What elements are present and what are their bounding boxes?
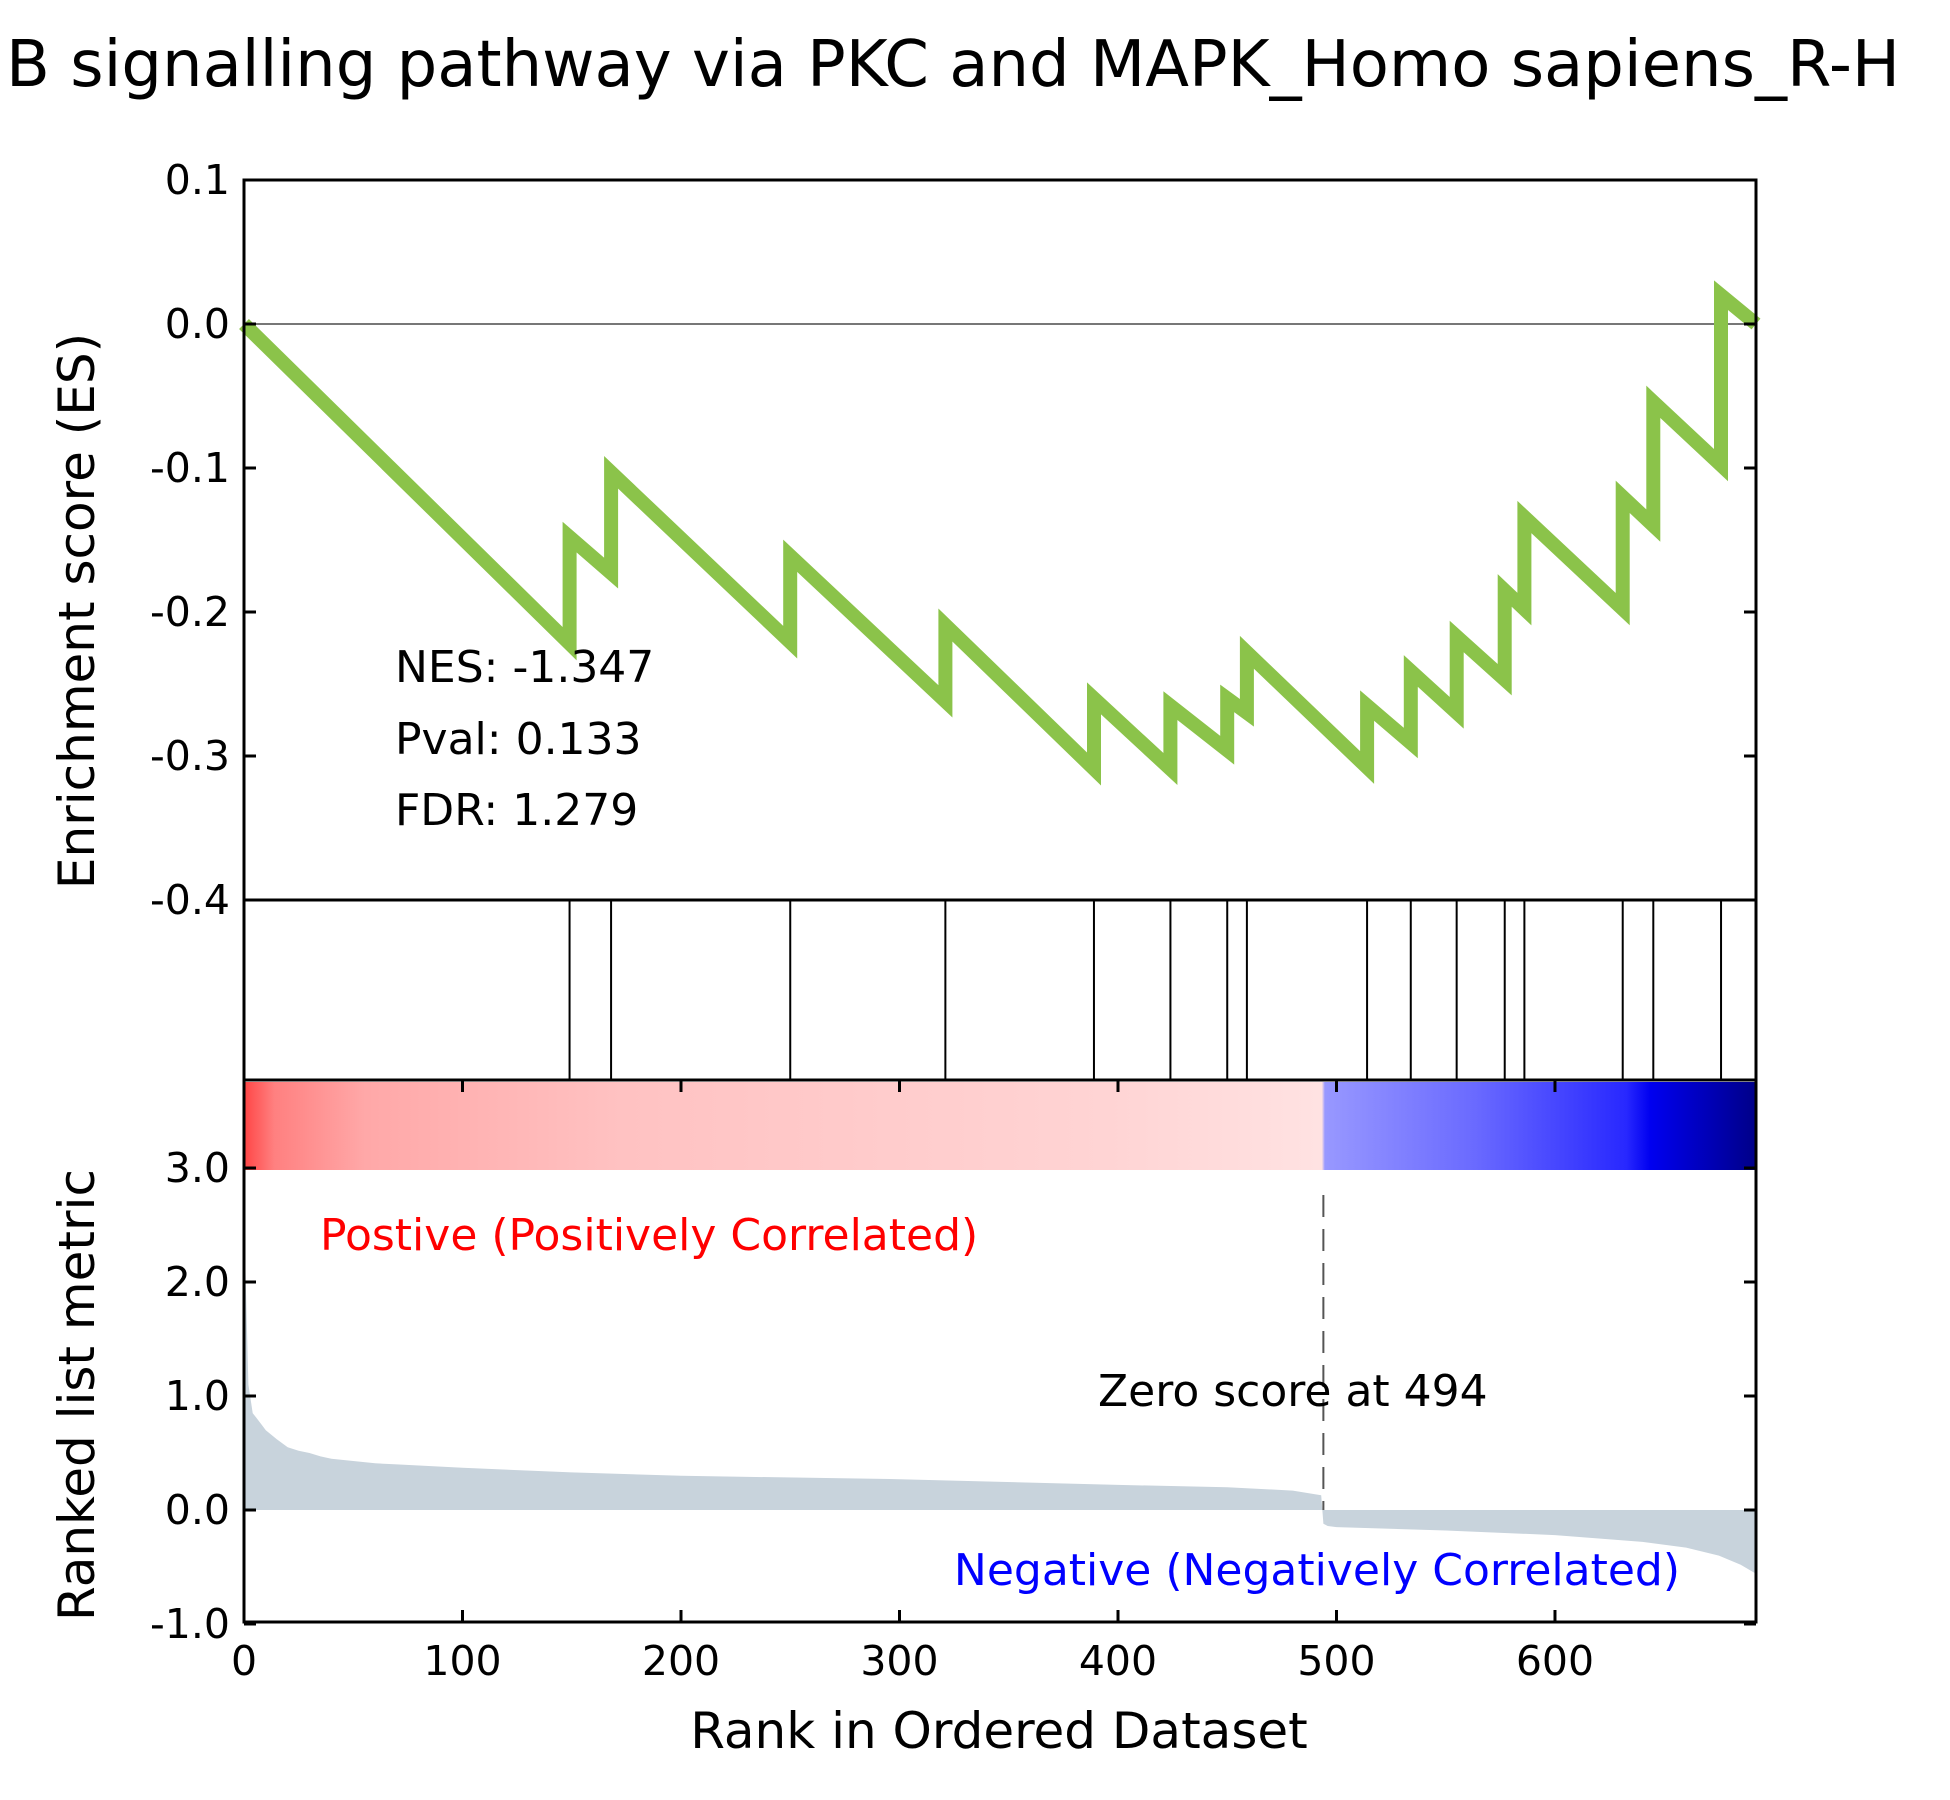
- negative-label: Negative (Negatively Correlated): [954, 1545, 1680, 1596]
- x-tick-label: 200: [642, 1637, 720, 1685]
- ranked-metric-area: [244, 1213, 1756, 1574]
- es-panel: 0.1 0.0 -0.1 -0.2 -0.3 -0.4 NES: -1.347 Pval:…: [48, 156, 1761, 924]
- correlation-heat-bar: [244, 1082, 1756, 1170]
- x-tick-label: 400: [1079, 1637, 1157, 1685]
- positive-label: Postive (Positively Correlated): [320, 1210, 978, 1261]
- ranked-panel-frame: [242, 1078, 1758, 1624]
- x-tick-label: 600: [1516, 1637, 1594, 1685]
- rank-y-axis-title: Ranked list metric: [48, 1169, 106, 1621]
- rank-y-tick-label: 0.0: [165, 1486, 230, 1534]
- hit-panel: [568, 900, 1723, 1080]
- rank-y-tick-label: 1.0: [165, 1372, 230, 1420]
- es-curve-line: [239, 280, 1761, 786]
- rank-y-tick-label: 3.0: [165, 1144, 230, 1192]
- chart-title: B signalling pathway via PKC and MAPK_Ho…: [6, 28, 1900, 102]
- es-y-tick-label: 0.1: [165, 156, 230, 204]
- rank-y-tick-label: -1.0: [150, 1600, 230, 1648]
- es-y-tick-label: -0.2: [150, 588, 230, 636]
- ranked-metric-panel: 3.0 2.0 1.0 0.0 -1.0 Postive (Positively Cor…: [48, 1082, 1756, 1648]
- es-y-tick-label: -0.3: [150, 732, 230, 780]
- hit-panel-frame: [242, 898, 1758, 1082]
- es-y-axis-title: Enrichment score (ES): [48, 333, 106, 889]
- x-axis: 0 100 200 300 400 500 600 Rank in Ordered Data…: [231, 1080, 1594, 1760]
- es-y-tick-label: -0.1: [150, 444, 230, 492]
- x-ticks: 0 100 200 300 400 500 600: [231, 1080, 1594, 1685]
- rank-y-tick-label: 2.0: [165, 1258, 230, 1306]
- fdr-label: FDR: 1.279: [395, 785, 638, 836]
- es-y-ticks: 0.1 0.0 -0.1 -0.2 -0.3 -0.4: [150, 156, 1756, 924]
- x-tick-label: 300: [860, 1637, 938, 1685]
- rank-y-ticks: 3.0 2.0 1.0 0.0 -1.0: [150, 1144, 1756, 1648]
- nes-label: NES: -1.347: [395, 642, 654, 693]
- es-y-tick-label: 0.0: [165, 300, 230, 348]
- x-tick-label: 500: [1297, 1637, 1375, 1685]
- hit-lines: [568, 900, 1723, 1080]
- es-y-tick-label: -0.4: [150, 876, 230, 924]
- x-axis-title: Rank in Ordered Dataset: [690, 1702, 1307, 1760]
- zero-score-label: Zero score at 494: [1098, 1366, 1488, 1417]
- x-tick-label: 100: [423, 1637, 501, 1685]
- pval-label: Pval: 0.133: [395, 714, 642, 765]
- x-tick-label: 0: [231, 1637, 257, 1685]
